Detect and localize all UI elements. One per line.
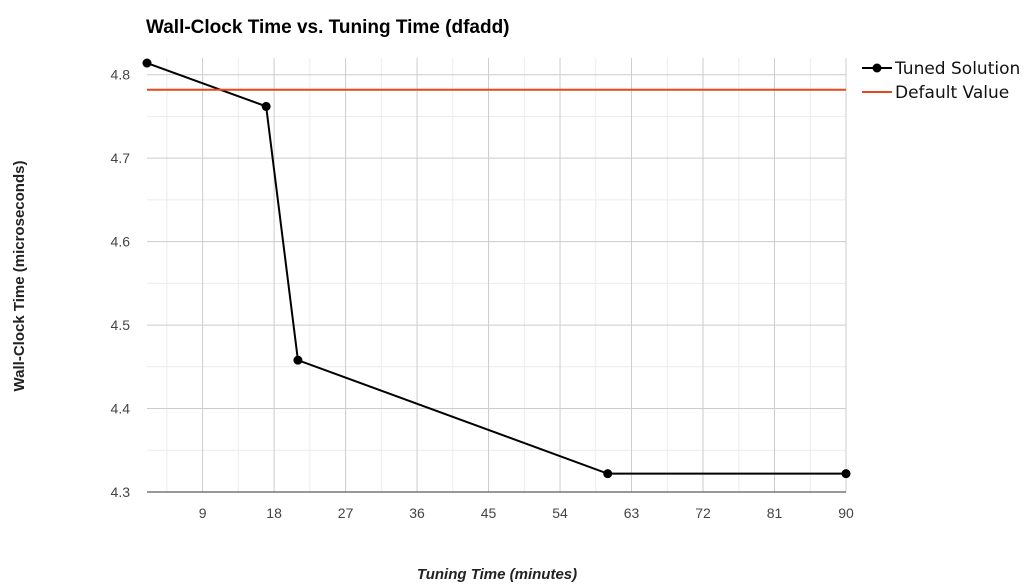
x-tick-label: 36 [409,505,425,521]
tuned-solution-point [293,355,303,365]
legend-label-tuned-solution: Tuned Solution [894,59,1020,79]
legend: Tuned Solution Default Value [862,59,1020,103]
y-tick-label: 4.5 [111,317,131,333]
legend-label-default-value: Default Value [895,83,1009,103]
x-tick-label: 9 [199,505,207,521]
legend-marker-tuned-solution [872,63,882,73]
tuned-solution-point [142,58,152,68]
x-tick-label: 72 [695,505,711,521]
x-tick-label: 90 [838,505,854,521]
x-tick-label: 63 [624,505,640,521]
y-tick-label: 4.7 [111,150,131,166]
x-tick-label: 54 [552,505,568,521]
y-tick-labels: 4.3 4.4 4.5 4.6 4.7 4.8 [111,67,131,500]
chart-title: Wall-Clock Time vs. Tuning Time (dfadd) [146,17,510,38]
y-tick-label: 4.3 [111,484,131,500]
x-axis-label: Tuning Time (minutes) [417,566,577,583]
grid [147,58,847,492]
tuned-solution-point [841,469,851,479]
tuned-solution-point [261,101,271,111]
tuned-solution-point [603,469,613,479]
series-layer [142,58,851,479]
tuned-solution-line [146,62,846,475]
x-tick-label: 81 [767,505,783,521]
x-tick-label: 27 [338,505,354,521]
y-tick-label: 4.8 [111,67,131,83]
y-axis-label: Wall-Clock Time (microseconds) [11,161,28,392]
y-tick-label: 4.6 [111,234,131,250]
x-tick-label: 45 [481,505,497,521]
y-tick-label: 4.4 [111,401,131,417]
x-tick-label: 18 [266,505,282,521]
x-tick-labels: 9 18 27 36 45 54 63 72 81 90 [199,505,854,521]
